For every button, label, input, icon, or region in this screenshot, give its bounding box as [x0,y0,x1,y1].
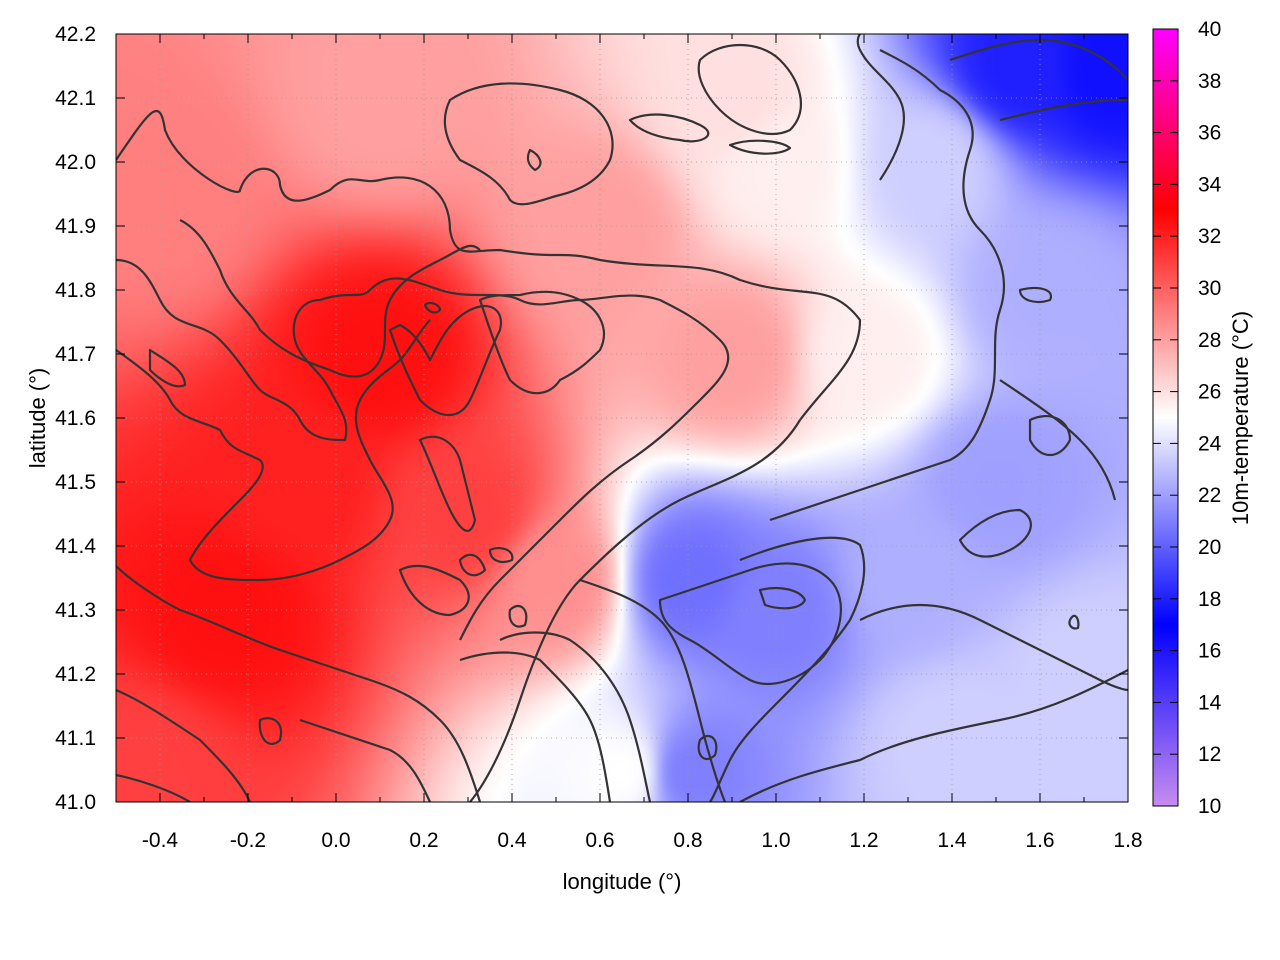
contour-line [116,109,862,802]
contour-line [116,319,431,582]
colorbar-tick-label: 28 [1198,329,1221,352]
y-tick-label: 41.8 [55,279,96,302]
y-tick-label: 41.9 [55,215,96,238]
y-tick-label: 41.5 [55,471,96,494]
colorbar-tick-label: 26 [1198,381,1221,404]
colorbar-tick-label: 30 [1198,277,1221,300]
colorbar-tick-label: 38 [1198,70,1221,93]
colorbar-tick-label: 14 [1198,691,1222,714]
contour-line [859,603,1128,692]
contour-line [769,49,1005,522]
contour-line [1068,614,1080,630]
contour-line [418,435,477,532]
x-tick-label: 1.8 [1113,829,1142,852]
y-tick-label: 41.6 [55,407,96,430]
contour-line [458,553,487,577]
colorbar-tick-label: 24 [1198,432,1222,455]
contour-line [579,578,727,802]
colorbar-tick-label: 16 [1198,640,1221,663]
contour-line [478,290,605,395]
x-tick-label: 1.4 [937,829,967,852]
contour-line [1018,286,1053,304]
colorbar-tick-label: 36 [1198,122,1221,145]
x-tick-label: 1.0 [761,829,790,852]
x-tick-label: 0.6 [585,829,614,852]
contour-line [148,348,187,388]
y-tick-label: 41.0 [55,791,96,814]
contour-line [999,98,1128,122]
contour-line [459,651,612,802]
contour-line [443,82,614,206]
contour-line [398,564,470,617]
contour-line [423,301,442,314]
colorbar-tick-label: 10 [1198,795,1221,818]
x-tick-label: -0.4 [142,829,179,852]
x-tick-label: 1.2 [849,829,878,852]
colorbar-tick-label: 32 [1198,225,1221,248]
contour-line [628,113,710,143]
x-tick-label: 0.8 [673,829,702,852]
contour-line [758,586,807,610]
contour-line [739,669,1128,802]
colorbar-tick-label: 20 [1198,536,1221,559]
contour-line [856,34,905,181]
x-tick-label: -0.2 [230,829,266,852]
contour-line [728,139,792,155]
colorbar [1152,28,1179,807]
y-tick-label: 42.1 [55,87,96,110]
contour-line [116,773,191,802]
contour-line [299,718,432,802]
contour-line [116,565,482,802]
contour-line [116,258,730,641]
x-tick-label: 0.4 [497,829,527,852]
contour-line [116,688,252,802]
x-axis-title: longitude (°) [563,869,682,894]
contour-line [1028,415,1072,456]
x-tick-label: 1.6 [1025,829,1054,852]
contour-line [179,219,481,378]
contour-line [658,562,842,685]
y-tick-label: 42.2 [55,23,96,46]
colorbar-tick-label: 12 [1198,743,1221,766]
colorbar-tick-label: 40 [1198,18,1221,41]
contour-line [526,148,542,172]
colorbar-tick-label: 18 [1198,588,1221,611]
x-axis: -0.4 -0.2 0.0 0.2 0.4 0.6 0.8 1.0 1.2 1.4 1.6 1.8 [142,34,1143,852]
y-axis: 41.0 41.1 41.2 41.3 41.4 41.5 41.6 41.7 41.8 41.9… [55,23,1128,814]
colorbar-tick-label: 22 [1198,484,1221,507]
contour-line [958,508,1032,558]
x-tick-label: 0.2 [409,829,438,852]
contour-line [697,43,802,135]
contour-line [508,604,528,628]
y-tick-label: 41.4 [55,535,96,558]
contour-line [709,536,866,802]
y-tick-label: 41.7 [55,343,96,366]
contour-line [499,631,652,802]
y-axis-title: latitude (°) [25,368,50,469]
y-tick-label: 41.3 [55,599,96,622]
x-tick-label: 0.0 [321,829,350,852]
contour-line [999,379,1117,501]
y-tick-label: 42.0 [55,151,96,174]
colorbar-title: 10m-temperature (°C) [1228,311,1253,525]
contour-line [697,734,718,761]
colorbar-tick-label: 34 [1198,173,1222,196]
colorbar-axis: 10 12 14 16 18 20 22 24 26 28 30 32 34 36 38 40 [1153,18,1222,818]
contour-line [388,304,503,416]
contour-line [258,717,283,745]
contour-line [488,546,514,564]
y-tick-label: 41.1 [55,727,96,750]
y-tick-label: 41.2 [55,663,96,686]
